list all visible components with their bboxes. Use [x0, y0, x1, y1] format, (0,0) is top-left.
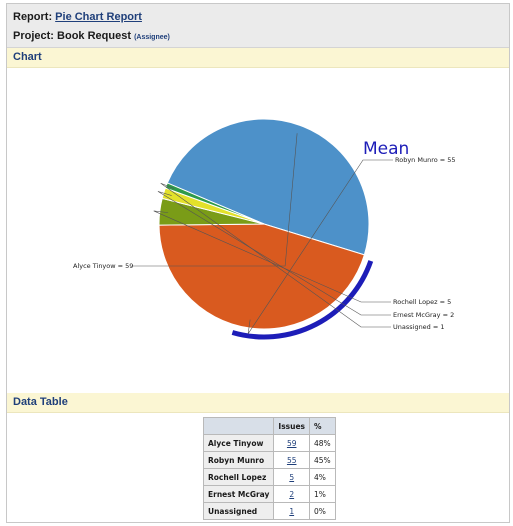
- project-qualifier: (Assignee): [134, 34, 170, 41]
- table-header-issues: Issues: [273, 417, 311, 435]
- chart-section-title: Chart: [13, 51, 42, 63]
- row-issues-link[interactable]: 55: [286, 455, 297, 465]
- report-label: Report:: [13, 11, 53, 23]
- report-frame: Report: Pie Chart Report Project: Book R…: [6, 3, 510, 523]
- leader-line-1: [247, 159, 393, 335]
- leader-line-4: [160, 182, 391, 328]
- data-table: Issues % Alyce Tinyow 59 48% Robyn Munro…: [202, 417, 336, 520]
- table-row: Ernest McGray 2 1%: [202, 485, 336, 503]
- leader-line-0: [133, 133, 298, 267]
- row-percent: 1%: [309, 485, 336, 503]
- row-name: Robyn Munro: [202, 451, 275, 469]
- table-header-row: Issues %: [202, 417, 336, 435]
- row-name: Alyce Tinyow: [202, 434, 275, 452]
- pie-label-0: Alyce Tinyow = 59: [73, 262, 133, 270]
- mean-arc: [231, 260, 374, 340]
- pie-label-3: Ernest McGray = 2: [393, 311, 454, 319]
- project-title-line: Project: Book Request (Assignee): [13, 30, 170, 42]
- mean-annotation: Mean: [363, 139, 409, 159]
- pie-slice-0: [166, 118, 370, 256]
- row-issues-link[interactable]: 2: [289, 489, 295, 499]
- leader-line-3: [157, 191, 391, 316]
- report-header: Report: Pie Chart Report Project: Book R…: [7, 4, 509, 48]
- row-percent: 48%: [309, 434, 336, 452]
- table-row: Alyce Tinyow 59 48%: [202, 434, 336, 452]
- report-name-link[interactable]: Pie Chart Report: [55, 11, 142, 23]
- row-name: Unassigned: [202, 502, 275, 520]
- pie-label-2: Rochell Lopez = 5: [393, 298, 451, 306]
- row-name: Rochell Lopez: [202, 468, 275, 486]
- pie-chart: Mean Alyce Tinyow = 59 Robyn Munro = 55 Roc…: [73, 118, 456, 340]
- row-issues-link[interactable]: 59: [286, 438, 297, 448]
- project-name: Book Request: [57, 30, 131, 42]
- row-name: Ernest McGray: [202, 485, 275, 503]
- leader-line-2: [153, 210, 391, 303]
- data-table-section-bar: Data Table: [7, 393, 509, 413]
- table-row: Rochell Lopez 5 4%: [202, 468, 336, 486]
- table-header-name: [202, 417, 275, 435]
- table-row: Unassigned 1 0%: [202, 502, 336, 520]
- pie-label-4: Unassigned = 1: [393, 323, 445, 331]
- table-header-percent: %: [309, 417, 336, 435]
- report-title-line: Report: Pie Chart Report: [13, 11, 142, 23]
- row-percent: 45%: [309, 451, 336, 469]
- chart-section-bar: Chart: [7, 48, 509, 68]
- table-row: Robyn Munro 55 45%: [202, 451, 336, 469]
- row-issues-link[interactable]: 1: [289, 506, 295, 516]
- row-issues-link[interactable]: 5: [289, 472, 295, 482]
- row-percent: 0%: [309, 502, 336, 520]
- row-percent: 4%: [309, 468, 336, 486]
- pie-label-1: Robyn Munro = 55: [395, 156, 456, 164]
- project-label: Project:: [13, 30, 54, 42]
- data-table-section-title: Data Table: [13, 396, 68, 408]
